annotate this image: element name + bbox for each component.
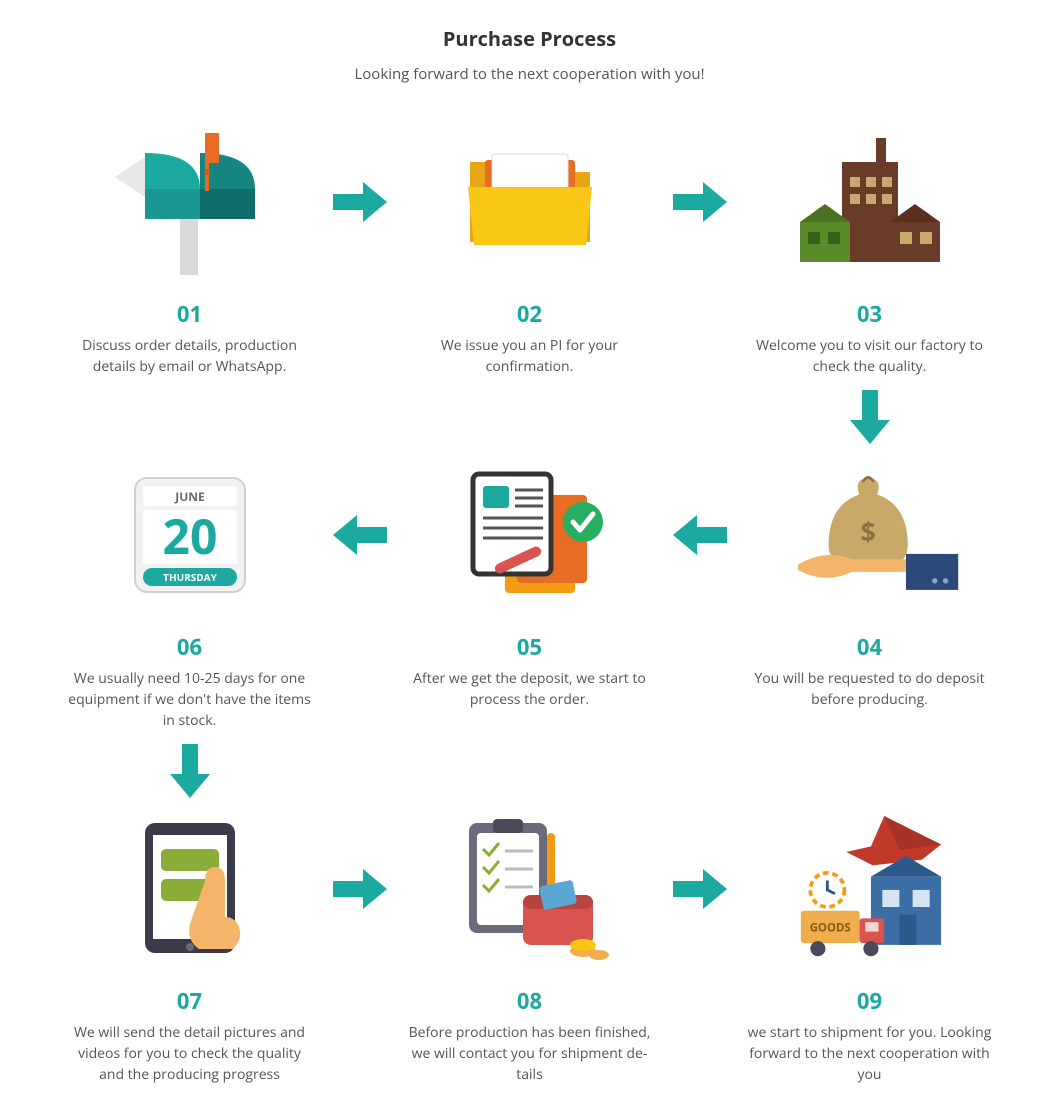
step-number: 09 (857, 986, 882, 1016)
factory-icon (780, 124, 960, 279)
clipboard-wallet-icon (440, 811, 620, 966)
page-subtitle: Looking forward to the next cooperation … (40, 64, 1019, 84)
step-04: $ 04 You will be requested to do deposit… (740, 457, 1000, 710)
step-number: 03 (857, 299, 882, 329)
step-number: 08 (517, 986, 542, 1016)
step-07: 07 We will send the detail pictures and … (60, 811, 320, 1085)
svg-text:GOODS: GOODS (809, 920, 850, 935)
step-description: Discuss order details, production detail… (65, 335, 315, 377)
arrow-right-icon (320, 811, 400, 966)
step-number: 05 (517, 632, 542, 662)
step-description: Welcome you to visit our factory to chec… (745, 335, 995, 377)
step-09: GOODS 09 we start to shipment for you. L… (740, 811, 1000, 1085)
step-06: JUNE 20 THURSDAY 06 We usually need 10-2… (60, 457, 320, 731)
svg-text:$: $ (860, 512, 875, 549)
calendar-icon: JUNE 20 THURSDAY (100, 457, 280, 612)
step-03: 03 Welcome you to visit our factory to c… (740, 124, 1000, 377)
svg-text:20: 20 (162, 504, 217, 569)
arrow-down-icon (60, 731, 320, 811)
svg-text:JUNE: JUNE (174, 488, 205, 505)
step-description: After we get the deposit, we start to pr… (405, 668, 655, 710)
shipping-icon: GOODS (780, 811, 960, 966)
step-number: 07 (177, 986, 202, 1016)
step-description: You will be requested to do deposit befo… (745, 668, 995, 710)
arrow-right-icon (660, 811, 740, 966)
tablet-touch-icon (100, 811, 280, 966)
money-bag-icon: $ (780, 457, 960, 612)
step-number: 04 (857, 632, 882, 662)
step-description: We issue you an PI for your confirmation… (405, 335, 655, 377)
svg-text:THURSDAY: THURSDAY (163, 570, 217, 584)
document-check-icon (440, 457, 620, 612)
step-description: we start to shipment for you. Looking fo… (745, 1022, 995, 1085)
step-08: 08 Before production has been finished, … (400, 811, 660, 1085)
step-description: We usually need 10-25 days for one equip… (65, 668, 315, 731)
step-01: 01 Discuss order details, production det… (60, 124, 320, 377)
arrow-right-icon (320, 124, 400, 279)
step-02: 02 We issue you an PI for your confirmat… (400, 124, 660, 377)
arrow-right-icon (660, 124, 740, 279)
step-description: We will send the detail pictures and vid… (65, 1022, 315, 1085)
page-title: Purchase Process (40, 25, 1019, 52)
step-number: 02 (517, 299, 542, 329)
step-05: 05 After we get the deposit, we start to… (400, 457, 660, 710)
process-grid: 01 Discuss order details, production det… (40, 124, 1019, 1085)
arrow-left-icon (320, 457, 400, 612)
folder-icon (440, 124, 620, 279)
arrow-down-icon (740, 377, 1000, 457)
step-number: 06 (177, 632, 202, 662)
mailbox-icon (100, 124, 280, 279)
step-number: 01 (177, 299, 202, 329)
step-description: Before production has been finished, we … (405, 1022, 655, 1085)
arrow-left-icon (660, 457, 740, 612)
header: Purchase Process Looking forward to the … (40, 25, 1019, 84)
